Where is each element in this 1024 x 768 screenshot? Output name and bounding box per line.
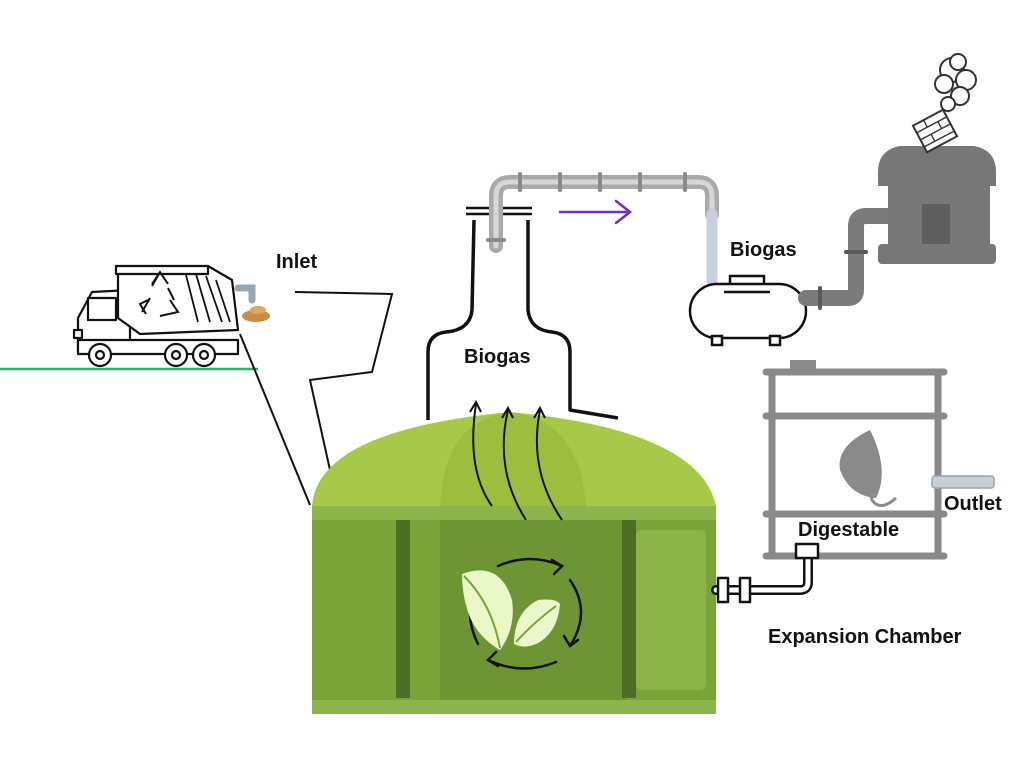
digester-tank (312, 412, 716, 714)
truck-outlet-pipe (234, 284, 270, 322)
leaf-icon (839, 430, 897, 507)
house-supply-pipe (798, 208, 902, 310)
smoke-cloud-icon (934, 53, 977, 112)
flow-arrow-icon (558, 199, 633, 225)
digestate-pipe (711, 542, 820, 604)
recycle-arrows-icon (138, 270, 180, 317)
house-icon (878, 146, 996, 264)
label-outlet: Outlet (944, 493, 1002, 515)
label-expansion-chamber: Expansion Chamber (768, 626, 962, 648)
gas-tank-icon (688, 274, 808, 347)
label-inlet: Inlet (276, 251, 317, 273)
recycling-truck-icon (72, 264, 240, 368)
gas-dome-outline (426, 219, 619, 420)
label-biogas-tank: Biogas (730, 239, 797, 261)
gas-pipeline (486, 172, 719, 288)
outlet-pipe (931, 475, 995, 489)
label-biogas-dome: Biogas (464, 346, 531, 368)
leaf-icon (462, 570, 560, 650)
inlet-feed-lines (239, 291, 394, 506)
chimney (911, 108, 959, 154)
label-digestable: Digestable (798, 519, 899, 541)
gas-rising-arrows (469, 399, 563, 521)
